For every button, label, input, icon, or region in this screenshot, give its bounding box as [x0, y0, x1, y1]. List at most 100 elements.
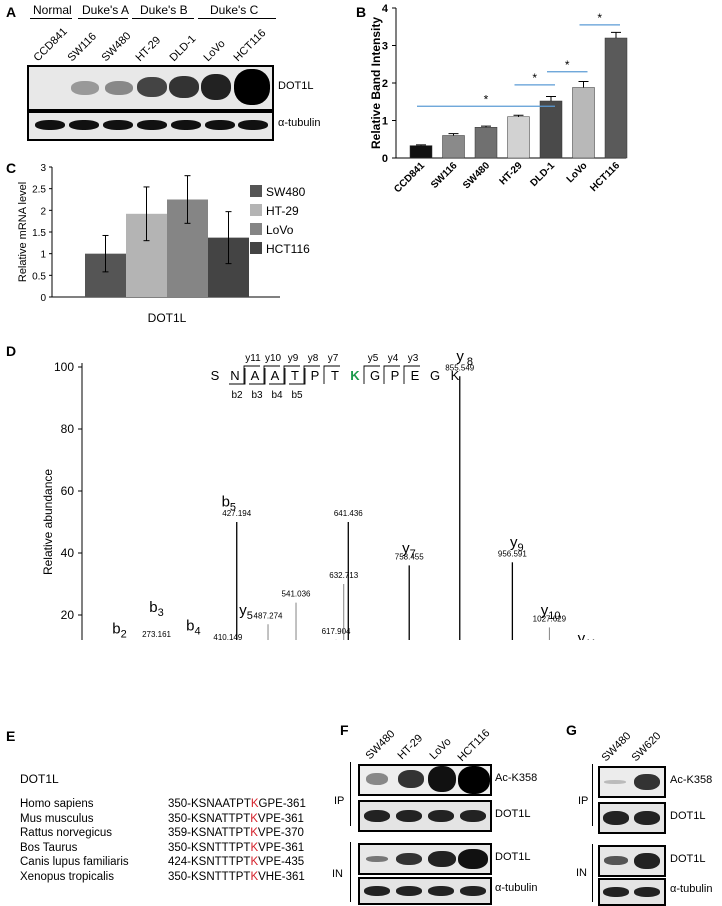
- group-dukes-a: Duke's A: [82, 3, 129, 17]
- alignment-sequence: 350-KSNTTTPTKVHE-361: [168, 871, 305, 883]
- lane-label: LoVo: [427, 735, 454, 762]
- lane-label: HCT116: [455, 727, 493, 764]
- peak-label: 427.194: [222, 509, 251, 518]
- band: [603, 887, 629, 897]
- y-ion-label: y7: [328, 353, 339, 364]
- bar: [539, 100, 563, 159]
- sequence-residue: G: [430, 368, 440, 383]
- blot-label: Ac-K358: [670, 774, 713, 786]
- y-axis-label: Relative mRNA level: [17, 182, 29, 282]
- peak-label: 758.455: [395, 552, 424, 561]
- b-ion-bracket: [229, 368, 246, 385]
- y-axis-label: Relative Band Intensity: [369, 17, 383, 149]
- chart-d: 02040608010020040060080010001200Relative…: [41, 348, 597, 640]
- band: [428, 851, 456, 867]
- alignment-row: Homo sapiens: [20, 798, 94, 810]
- sequence-prefix: 424-KSNTTTPT: [168, 856, 251, 868]
- b-ion-bracket: [249, 368, 266, 385]
- legend-label: SW480: [266, 185, 306, 199]
- alignment-title: DOT1L: [20, 772, 59, 786]
- alignment-sequence: 350-KSNAATPTKGPE-361: [168, 798, 306, 810]
- ion-label: y5: [239, 602, 253, 622]
- b-ion-label: b4: [271, 390, 283, 401]
- band: [396, 810, 422, 822]
- y-tick-label: 4: [382, 3, 389, 15]
- y-tick-label: 1: [40, 250, 46, 261]
- blot-label: α-tubulin: [278, 117, 321, 129]
- peak-label: 541.036: [282, 590, 311, 599]
- band: [234, 69, 270, 105]
- band: [366, 773, 388, 785]
- band: [364, 886, 390, 896]
- ion-label: y11: [578, 630, 597, 640]
- y-tick-label: 80: [61, 422, 75, 436]
- band: [71, 81, 99, 95]
- legend-label: HT-29: [266, 204, 299, 218]
- band: [428, 810, 454, 822]
- bar: [604, 37, 628, 159]
- y-tick-label: 1.5: [32, 228, 46, 239]
- blot-g-dot1l-in: [598, 845, 666, 877]
- peak-label: 956.591: [498, 549, 527, 558]
- blot-g-dot1l-ip: [598, 802, 666, 834]
- significance-star: *: [597, 11, 602, 25]
- ip-label: IP: [578, 795, 589, 807]
- blot-label: DOT1L: [495, 851, 531, 863]
- group-normal: Normal: [33, 3, 72, 17]
- legend-swatch: [250, 185, 262, 197]
- ion-label: y9: [510, 534, 524, 554]
- chart-b: 0 1 2 3 4 Relative Band Intensity CCD841 SW116 S…: [369, 3, 628, 195]
- band: [604, 856, 628, 865]
- group-dukes-b: Duke's B: [140, 3, 188, 17]
- band: [364, 810, 390, 822]
- y-tick-label: 0.5: [32, 271, 46, 282]
- lane-label: SW480: [99, 30, 134, 64]
- band: [169, 76, 199, 98]
- in-bracket: [350, 842, 351, 902]
- blot-label: DOT1L: [495, 808, 531, 820]
- sequence-residue: S: [211, 368, 220, 383]
- band: [458, 766, 490, 794]
- sequence-residue: K: [350, 368, 360, 383]
- alignment-row: Mus musculus: [20, 812, 94, 825]
- peak-label: 273.161: [142, 630, 171, 639]
- panel-g-label: G: [566, 722, 577, 738]
- acetylation-site: K: [250, 841, 259, 854]
- peak-label: 487.274: [254, 611, 283, 620]
- band: [460, 886, 486, 896]
- band: [137, 77, 167, 97]
- sequence-residue: K: [451, 368, 460, 383]
- ion-label: y7: [402, 540, 416, 560]
- significance-star: *: [484, 92, 489, 106]
- in-label: IN: [332, 868, 343, 880]
- sequence-suffix: VPE-370: [257, 827, 304, 839]
- blot-label: α-tubulin: [495, 882, 538, 894]
- alignment-sequence: 424-KSNTTTPTKVPE-435: [168, 856, 304, 868]
- peak-label: 410.149: [213, 633, 242, 640]
- y-ion-bracket: [303, 365, 320, 384]
- group-line-normal: [30, 18, 72, 19]
- band: [458, 849, 488, 869]
- sequence-prefix: 350-KSNAATPT: [168, 798, 251, 810]
- sequence-prefix: 350-KSNATTPT: [168, 812, 251, 825]
- ip-bracket: [350, 762, 351, 826]
- in-label: IN: [576, 867, 587, 879]
- band: [634, 774, 660, 790]
- alignment-sequence: 359-KSNATTPTKVPE-370: [168, 827, 304, 839]
- blot-label: α-tubulin: [670, 883, 713, 895]
- lane-label: SW620: [629, 730, 664, 764]
- lane-label: DLD-1: [167, 33, 199, 64]
- peak-label: 855.549: [445, 363, 474, 372]
- significance-star: *: [532, 71, 537, 85]
- b-ion-label: b3: [251, 390, 263, 401]
- lane-label: SW116: [65, 30, 99, 64]
- ip-bracket: [592, 764, 593, 826]
- ion-label: y 8: [456, 348, 473, 368]
- y-ion-label: y10: [265, 353, 282, 364]
- y-ion-bracket: [383, 365, 400, 384]
- peak-label: 641.436: [334, 509, 363, 518]
- alignment-sequence: 350-KSNATTPTKVPE-361: [168, 813, 304, 825]
- sequence-prefix: 359-KSNATTPT: [168, 827, 251, 839]
- band: [366, 856, 388, 862]
- band: [604, 780, 626, 784]
